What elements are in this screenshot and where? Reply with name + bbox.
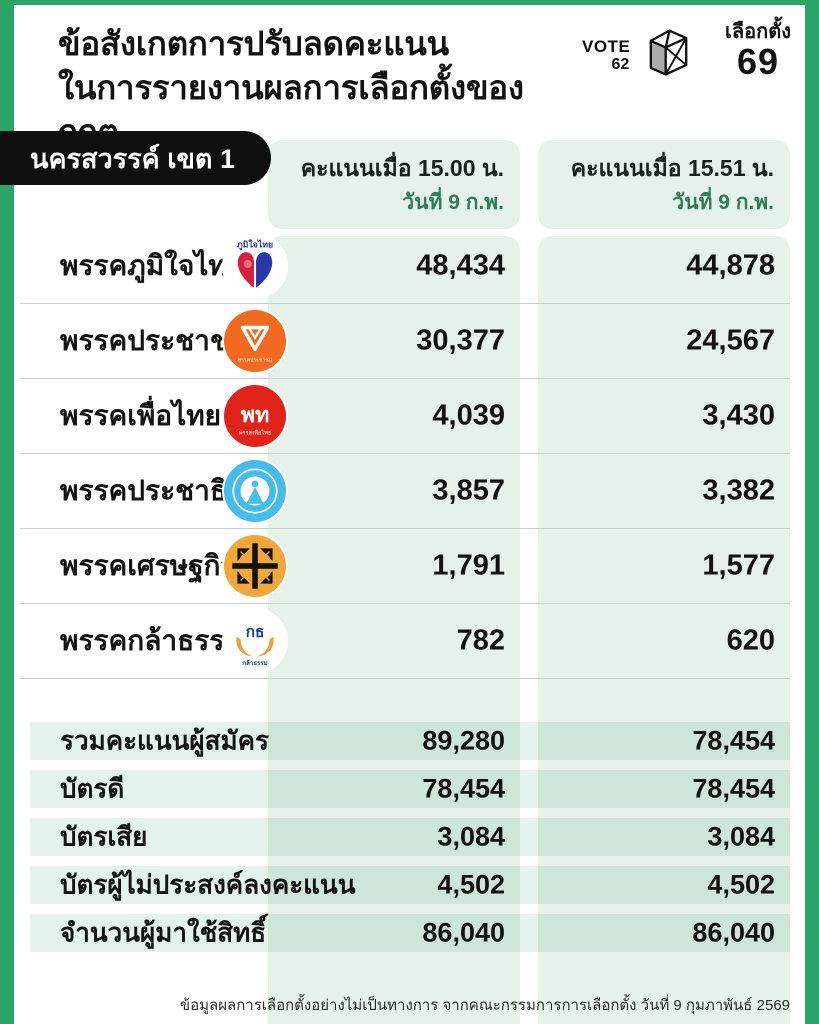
pheuthai-abbr: พท — [241, 402, 270, 427]
party-votes-1500: 30,377 — [416, 324, 505, 356]
party-row-pheuthai: พรรคเพื่อไทย พท พรรคเพื่อไทย 4,039 3,430 — [20, 378, 790, 454]
district-badge: นครสวรรค์ เขต 1 — [0, 131, 271, 185]
party-row-klatham: พรรคกล้าธรรม กธ กล้าธรรม 782 620 — [20, 603, 790, 679]
party-votes-1551: 24,567 — [686, 324, 775, 356]
party-name: พรรคประชาชน — [60, 324, 248, 356]
vote62-number: 62 — [611, 56, 630, 73]
summary-votes-1500: 86,040 — [422, 917, 505, 948]
column-header-1551: คะแนนเมื่อ 15.51 น. วันที่ 9 ก.พ. — [538, 140, 790, 229]
party-votes-1551: 3,430 — [702, 399, 775, 431]
summary-row-no-vote-ballots: บัตรผู้ไม่ประสงค์ลงคะแนน 4,502 4,502 — [30, 866, 790, 904]
summary-label: บัตรเสีย — [60, 821, 148, 852]
party-votes-1500: 48,434 — [416, 249, 505, 281]
party-votes-1551: 1,577 — [702, 549, 775, 581]
pheu-thai-party-logo-icon: พท พรรคเพื่อไทย — [222, 382, 288, 449]
summary-row-invalid-ballots: บัตรเสีย 3,084 3,084 — [30, 818, 790, 856]
party-name: พรรคเพื่อไทย — [60, 399, 222, 431]
vote62-wordmark: VOTE 62 — [582, 38, 630, 73]
summary-label: รวมคะแนนผู้สมัคร — [60, 725, 269, 756]
summary-votes-1500: 3,084 — [437, 821, 505, 852]
peoples-party-logo-icon: พรรคประชาชน — [222, 307, 288, 374]
party-row-peoples: พรรคประชาชน พรรคประชาชน 30,377 24,567 — [20, 303, 790, 379]
column-date-1500: วันที่ 9 ก.พ. — [402, 190, 504, 214]
party-votes-1500: 3,857 — [432, 474, 505, 506]
election69-logo: เลือกตั้ง 69 — [714, 22, 802, 80]
summary-votes-1500: 78,454 — [422, 773, 505, 804]
footer-note: ข้อมูลผลการเลือกตั้งอย่างไม่เป็นทางการ จ… — [179, 997, 790, 1014]
election69-word: เลือกตั้ง — [725, 21, 791, 43]
summary-votes-1500: 89,280 — [422, 725, 505, 756]
page-title-line1: ข้อสังเกตการปรับลดคะแนน — [58, 25, 450, 62]
column-header-1500: คะแนนเมื่อ 15.00 น. วันที่ 9 ก.พ. — [268, 140, 520, 229]
svg-text:พรรคเพื่อไทย: พรรคเพื่อไทย — [239, 428, 272, 436]
summary-label: บัตรผู้ไม่ประสงค์ลงคะแนน — [60, 869, 356, 900]
party-name: พรรคกล้าธรรม — [60, 624, 243, 656]
party-votes-1500: 4,039 — [432, 399, 505, 431]
party-votes-1551: 620 — [726, 624, 775, 656]
frame-top-bar — [0, 0, 819, 5]
party-name: พรรคเศรษฐกิจ — [60, 549, 237, 581]
ballot-box-icon — [632, 26, 692, 85]
summary-votes-1551: 3,084 — [707, 821, 775, 852]
party-row-democrat: พรรคประชาธิปัตย์ 3,857 3,382 — [20, 453, 790, 529]
svg-text:พรรคประชาชน: พรรคประชาชน — [238, 357, 273, 363]
democrat-party-logo-icon — [222, 457, 288, 524]
summary-row-valid-ballots: บัตรดี 78,454 78,454 — [30, 770, 790, 808]
summary-label: จำนวนผู้มาใช้สิทธิ์ — [60, 917, 267, 948]
summary-votes-1551: 86,040 — [692, 917, 775, 948]
summary-votes-1500: 4,502 — [437, 869, 505, 900]
klatham-abbr: กธ — [246, 623, 265, 640]
summary-votes-1551: 4,502 — [707, 869, 775, 900]
column-title-1551: คะแนนเมื่อ 15.51 น. — [570, 155, 774, 181]
column-panel-1500 — [268, 236, 520, 1024]
frame-right-bar — [805, 0, 819, 1024]
party-votes-1500: 782 — [456, 624, 505, 656]
bhumjaithai-party-logo-icon: ภูมิใจไทย — [222, 232, 288, 299]
election69-number: 69 — [736, 41, 780, 82]
svg-text:ภูมิใจไทย: ภูมิใจไทย — [237, 238, 273, 250]
party-row-bhumjaithai: พรรคภูมิใจไทย ภูมิใจไทย 48,434 44,878 — [20, 228, 790, 304]
summary-votes-1551: 78,454 — [692, 725, 775, 756]
vote62-logo: VOTE 62 — [582, 26, 692, 85]
party-name: พรรคภูมิใจไทย — [60, 249, 244, 281]
klatham-party-logo-icon: กธ กล้าธรรม — [222, 607, 288, 674]
summary-row-total-candidate-votes: รวมคะแนนผู้สมัคร 89,280 78,454 — [30, 722, 790, 760]
vote62-word: VOTE — [582, 37, 631, 56]
svg-text:กล้าธรรม: กล้าธรรม — [242, 658, 268, 666]
summary-votes-1551: 78,454 — [692, 773, 775, 804]
party-row-setthakij: พรรคเศรษฐกิจ 1,791 1,577 — [20, 528, 790, 604]
frame-left-bar — [0, 0, 14, 1024]
summary-label: บัตรดี — [60, 773, 125, 804]
party-votes-1551: 44,878 — [686, 249, 775, 281]
column-date-1551: วันที่ 9 ก.พ. — [672, 190, 774, 214]
setthakij-party-logo-icon — [222, 532, 288, 599]
party-votes-1500: 1,791 — [432, 549, 505, 581]
summary-row-turnout: จำนวนผู้มาใช้สิทธิ์ 86,040 86,040 — [30, 914, 790, 952]
party-votes-1551: 3,382 — [702, 474, 775, 506]
column-panel-1551 — [538, 236, 790, 1024]
column-title-1500: คะแนนเมื่อ 15.00 น. — [300, 155, 504, 181]
